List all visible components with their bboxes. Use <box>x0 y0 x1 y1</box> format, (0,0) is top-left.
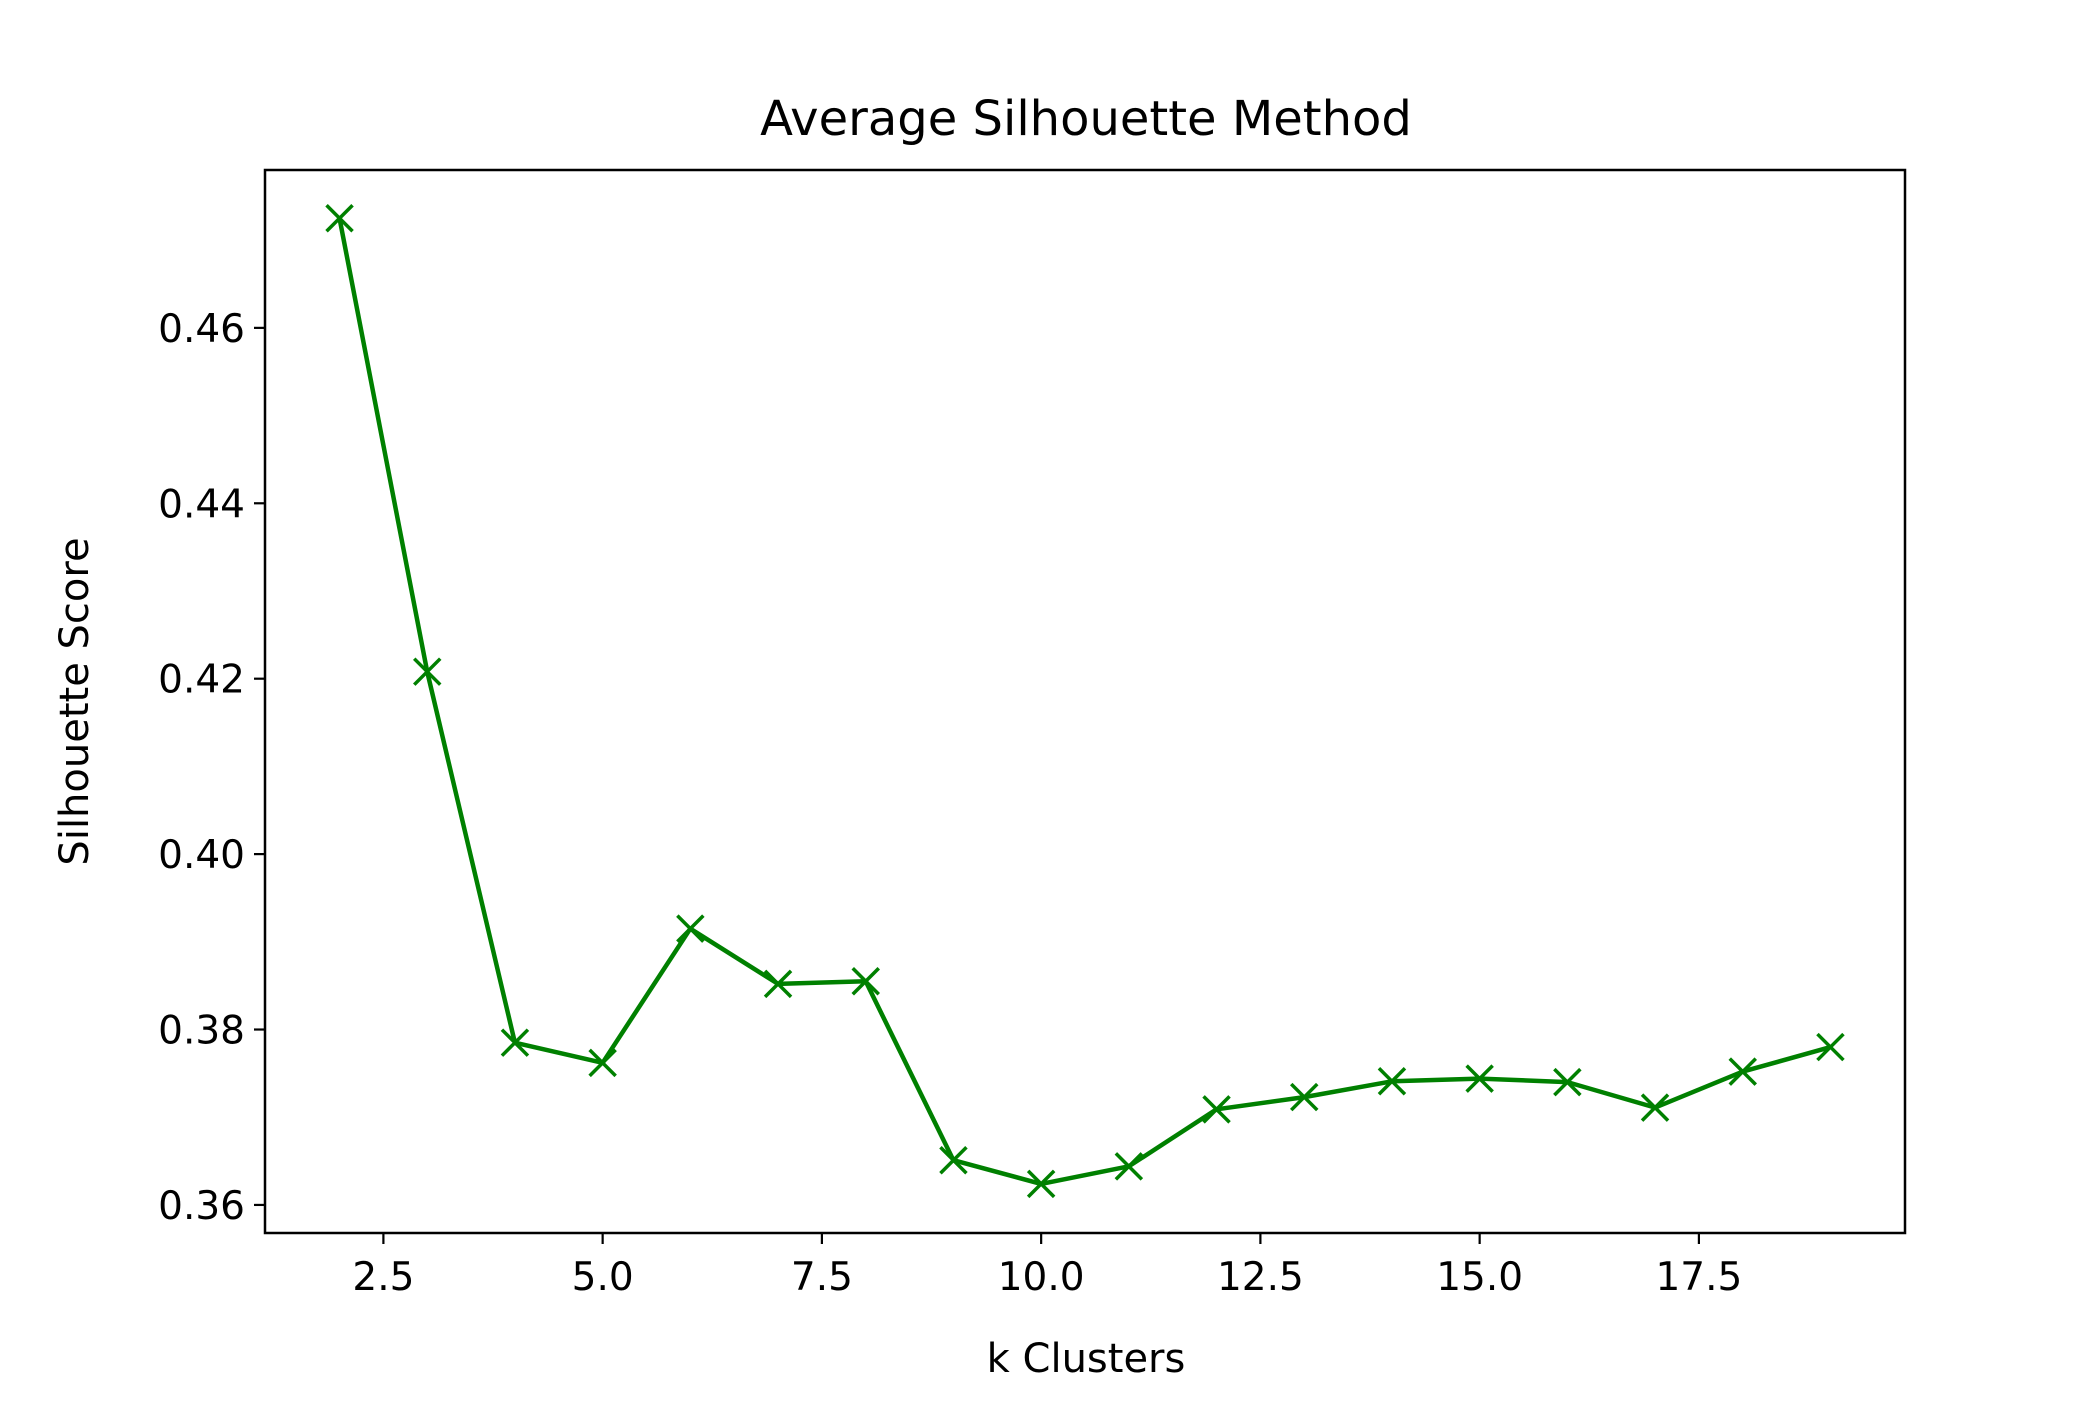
data-point-marker <box>325 204 354 233</box>
series-line <box>337 217 1832 1187</box>
data-point-marker <box>413 657 442 686</box>
y-tick-label: 0.42 <box>158 658 245 703</box>
data-point-marker <box>763 969 793 999</box>
y-tick-label: 0.36 <box>158 1184 245 1229</box>
data-point-marker <box>500 1028 530 1057</box>
x-tick-label: 15.0 <box>1436 1255 1523 1300</box>
data-point-marker <box>1640 1093 1670 1122</box>
data-point-marker <box>1026 1169 1056 1199</box>
data-point-marker <box>676 914 705 943</box>
x-tick-label: 7.5 <box>791 1255 853 1300</box>
y-tick-label: 0.46 <box>158 307 245 352</box>
data-point-marker <box>1816 1032 1845 1062</box>
plot-frame <box>263 168 1907 1235</box>
ticks-layer: 2.5 5.0 7.5 10.0 12.5 15.0 17.5 0.36 0.38 0.40 0.4… <box>158 307 1742 1300</box>
y-tick-label: 0.40 <box>158 833 245 878</box>
series-layer <box>325 204 1845 1199</box>
data-point-marker <box>1377 1067 1407 1096</box>
data-point-marker <box>1465 1064 1494 1093</box>
data-point-marker <box>1553 1067 1582 1097</box>
x-tick-label: 2.5 <box>352 1255 414 1300</box>
data-point-marker <box>588 1048 617 1078</box>
data-point-marker <box>1114 1152 1144 1181</box>
y-axis-label: Silhouette Score <box>52 537 98 865</box>
x-tick-label: 5.0 <box>572 1255 634 1300</box>
data-point-marker <box>851 967 880 996</box>
y-tick-label: 0.38 <box>158 1009 245 1054</box>
chart-title: Average Silhouette Method <box>760 91 1412 147</box>
x-tick-label: 10.0 <box>998 1255 1085 1300</box>
data-point-marker <box>939 1145 968 1175</box>
x-tick-label: 17.5 <box>1655 1255 1742 1300</box>
x-tick-label: 12.5 <box>1217 1255 1304 1300</box>
data-point-marker <box>1728 1057 1757 1086</box>
x-axis-label: k Clusters <box>987 1336 1186 1382</box>
data-point-marker <box>1202 1095 1231 1124</box>
y-tick-label: 0.44 <box>158 482 245 527</box>
data-point-marker <box>1290 1082 1319 1112</box>
